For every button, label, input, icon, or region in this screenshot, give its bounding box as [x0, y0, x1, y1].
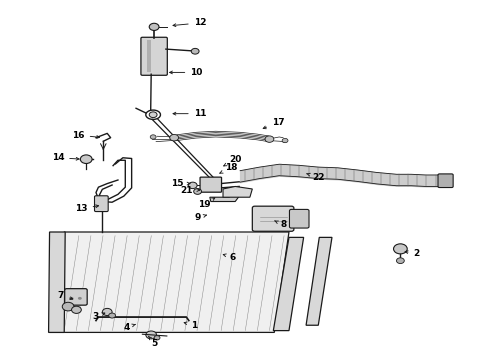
Text: 1: 1	[184, 321, 197, 330]
Circle shape	[150, 135, 156, 139]
Polygon shape	[210, 194, 241, 202]
Circle shape	[194, 189, 201, 194]
Circle shape	[396, 258, 404, 264]
Circle shape	[191, 48, 199, 54]
Text: 18: 18	[220, 163, 238, 173]
Circle shape	[188, 182, 197, 189]
Text: 7: 7	[58, 291, 73, 300]
Circle shape	[265, 136, 274, 142]
Circle shape	[393, 244, 407, 254]
Text: 6: 6	[223, 253, 236, 262]
Polygon shape	[273, 237, 304, 330]
Circle shape	[62, 302, 74, 311]
Circle shape	[102, 309, 112, 316]
Circle shape	[70, 297, 74, 300]
FancyBboxPatch shape	[290, 210, 309, 228]
Text: 4: 4	[124, 323, 136, 332]
Circle shape	[146, 331, 157, 339]
Circle shape	[78, 297, 82, 300]
Text: 21: 21	[181, 185, 200, 194]
Text: 13: 13	[75, 204, 98, 213]
Text: 9: 9	[195, 213, 207, 222]
Text: 22: 22	[307, 173, 325, 182]
Text: 5: 5	[148, 336, 157, 348]
Text: 15: 15	[171, 179, 190, 188]
FancyBboxPatch shape	[95, 196, 108, 212]
Text: 17: 17	[263, 118, 285, 129]
Circle shape	[109, 313, 116, 318]
Polygon shape	[49, 232, 65, 332]
Text: 11: 11	[173, 109, 206, 118]
Circle shape	[282, 138, 288, 143]
Polygon shape	[49, 232, 289, 332]
Circle shape	[154, 336, 160, 340]
Polygon shape	[223, 186, 252, 197]
Text: 2: 2	[405, 249, 420, 258]
Bar	[147, 40, 151, 72]
Text: 20: 20	[224, 155, 242, 166]
Text: 16: 16	[72, 131, 99, 140]
Text: 14: 14	[51, 153, 79, 162]
Polygon shape	[306, 237, 332, 325]
Text: 12: 12	[173, 18, 206, 27]
FancyBboxPatch shape	[252, 206, 294, 231]
FancyBboxPatch shape	[65, 289, 87, 305]
Circle shape	[72, 306, 81, 314]
Text: 19: 19	[198, 198, 215, 209]
FancyBboxPatch shape	[200, 177, 221, 192]
Text: 3: 3	[92, 312, 105, 321]
Text: 8: 8	[275, 220, 287, 229]
Circle shape	[170, 134, 178, 141]
Circle shape	[149, 23, 159, 31]
FancyBboxPatch shape	[438, 174, 453, 188]
Text: 10: 10	[170, 68, 203, 77]
FancyBboxPatch shape	[141, 37, 167, 75]
Circle shape	[149, 112, 157, 118]
Circle shape	[80, 155, 92, 163]
